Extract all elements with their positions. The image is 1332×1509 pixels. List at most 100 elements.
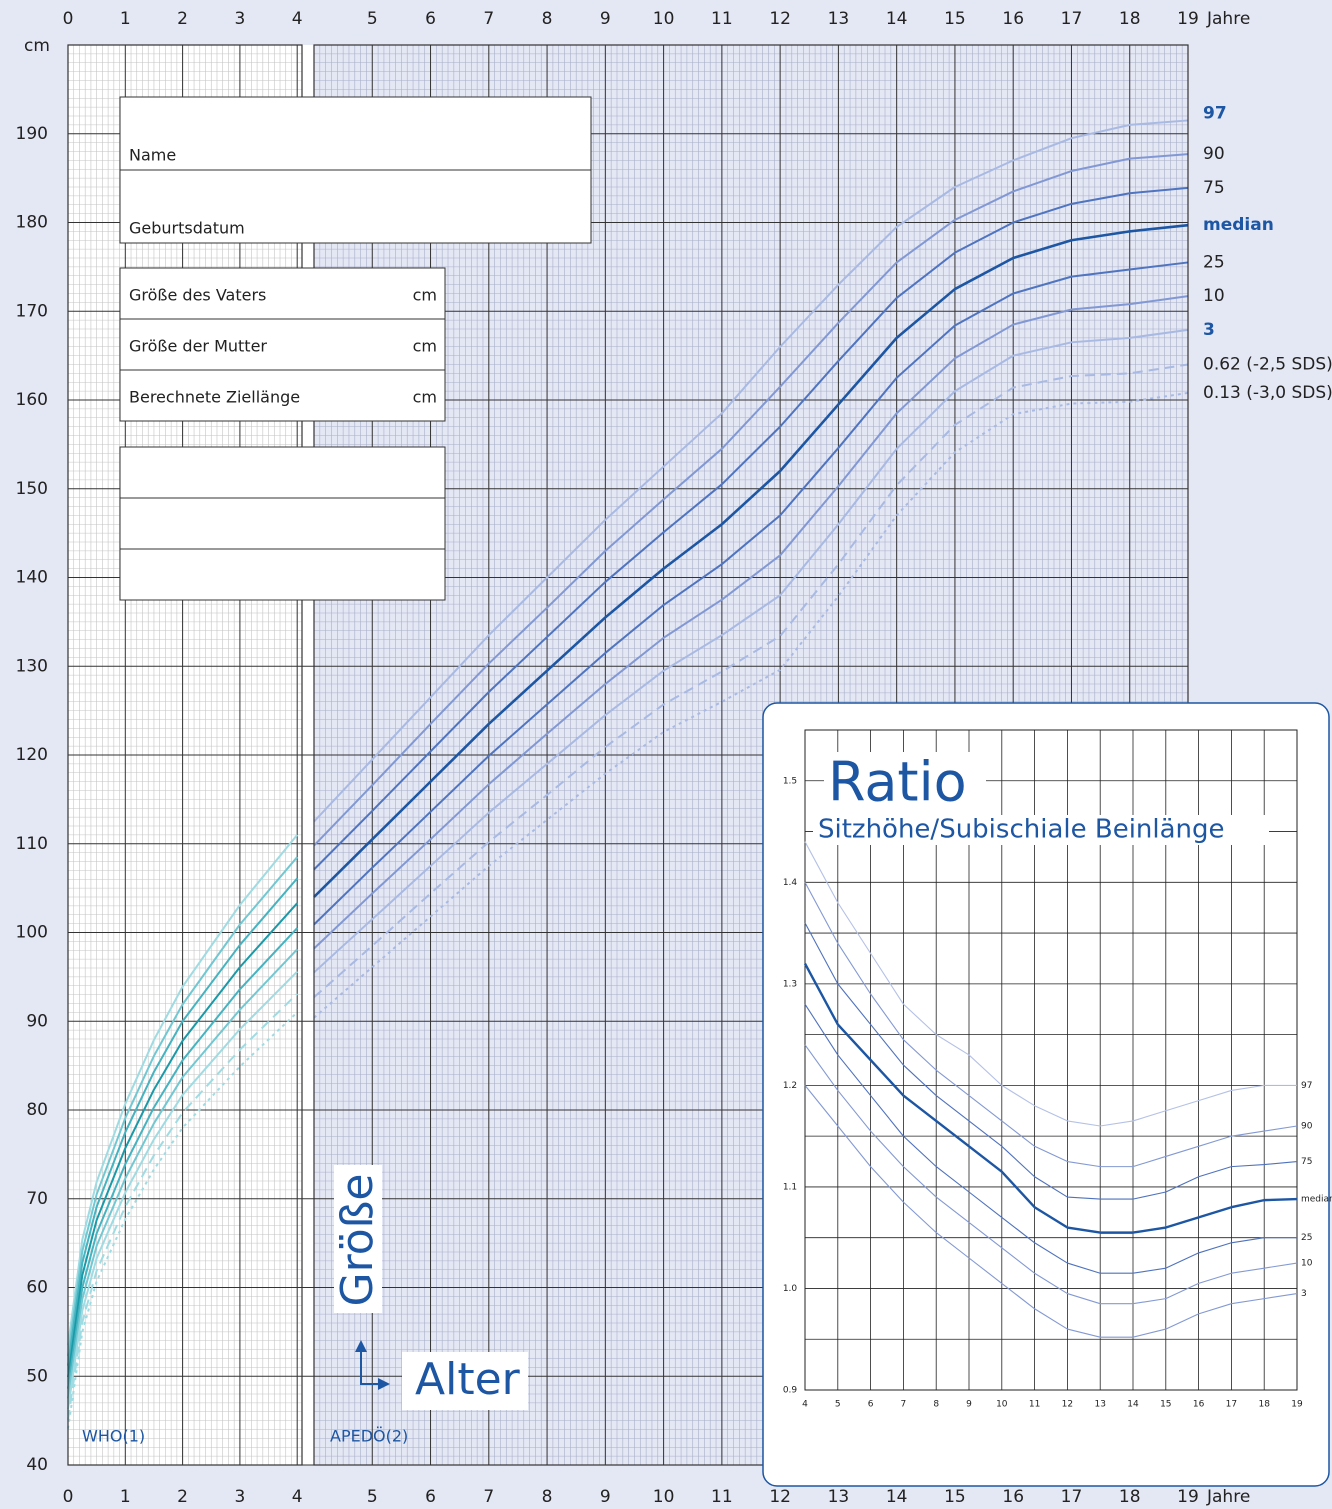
y-tick-label: 130 bbox=[16, 656, 48, 676]
x-tick-label: 7 bbox=[901, 1400, 907, 1410]
inset-subtitle: Sitzhöhe/Subischiale Beinlänge bbox=[818, 815, 1225, 845]
series-label: 3 bbox=[1203, 320, 1215, 340]
growth-curve bbox=[313, 363, 1189, 999]
y-tick-label: 1.5 bbox=[783, 776, 797, 786]
title-backdrop bbox=[824, 752, 986, 816]
x-tick-label: 12 bbox=[1062, 1400, 1073, 1410]
x-tick-label: 19 bbox=[1177, 9, 1199, 29]
x-tick-label: 12 bbox=[769, 9, 791, 29]
growth-curve bbox=[313, 223, 1189, 898]
series-label: 25 bbox=[1203, 252, 1225, 272]
form-box bbox=[119, 267, 446, 422]
y-tick-label: 1.0 bbox=[783, 1284, 798, 1294]
x-tick-label: 12 bbox=[769, 1487, 791, 1507]
x-tick-label: 6 bbox=[868, 1400, 874, 1410]
x-tick-label: 16 bbox=[1002, 1487, 1024, 1507]
x-tick-label: 14 bbox=[1127, 1400, 1139, 1410]
series-label: 10 bbox=[1203, 286, 1225, 306]
x-tick-label: 1 bbox=[120, 1487, 131, 1507]
inset-chart: 0.9 1.0 1.1 1.2 1.3 1.4 1.5 4 5 6 7 8 9 10 11 12 13 14 15 1… bbox=[762, 702, 1332, 1487]
y-tick-label: 110 bbox=[16, 834, 48, 854]
y-tick-label: 100 bbox=[16, 923, 48, 943]
x-tick-label: 5 bbox=[367, 9, 378, 29]
y-tick-label: 60 bbox=[26, 1278, 48, 1298]
x-tick-label: 9 bbox=[966, 1400, 972, 1410]
x-tick-label: 14 bbox=[886, 1487, 908, 1507]
x-tick-label: 5 bbox=[835, 1400, 841, 1410]
x-tick-label: 8 bbox=[542, 9, 553, 29]
growth-curve bbox=[67, 948, 298, 1399]
title-backdrop bbox=[334, 1165, 382, 1313]
x-tick-label: 16 bbox=[1193, 1400, 1205, 1410]
y-tick-label: 70 bbox=[26, 1189, 48, 1209]
inset-title: Ratio bbox=[828, 751, 967, 814]
curves bbox=[67, 119, 1189, 1429]
series-label: 25 bbox=[1301, 1233, 1312, 1243]
growth-curve bbox=[67, 856, 298, 1356]
x-tick-label: 13 bbox=[828, 1487, 850, 1507]
ratio-curve bbox=[804, 1044, 1298, 1305]
growth-curve bbox=[67, 927, 298, 1389]
form-label: Größe der Mutter bbox=[129, 337, 267, 356]
x-tick-label: 18 bbox=[1119, 9, 1141, 29]
y-tick-label: 1.4 bbox=[783, 878, 798, 888]
series-label: 90 bbox=[1203, 144, 1225, 164]
y-tick-label: 1.2 bbox=[783, 1081, 797, 1091]
x-tick-label: 5 bbox=[367, 1487, 378, 1507]
title-backdrop bbox=[402, 1352, 528, 1410]
x-tick-label: 0 bbox=[63, 9, 74, 29]
x-tick-label: 14 bbox=[886, 9, 908, 29]
y-tick-label: 180 bbox=[16, 213, 48, 233]
y-tick-label: 50 bbox=[26, 1366, 48, 1386]
growth-curve bbox=[313, 295, 1189, 950]
x-tick-label: 1 bbox=[120, 9, 131, 29]
form-label: Geburtsdatum bbox=[129, 219, 245, 238]
y-tick-label: 90 bbox=[26, 1011, 48, 1031]
series-label: 97 bbox=[1203, 103, 1227, 123]
y-axis-label: cm bbox=[24, 36, 50, 56]
ratio-curve bbox=[804, 841, 1297, 1127]
arrow-head bbox=[355, 1340, 367, 1352]
y-tick-label: 170 bbox=[16, 301, 48, 321]
x-tick-label: 7 bbox=[483, 9, 494, 29]
x-tick-label: 6 bbox=[425, 1487, 436, 1507]
y-tick-label: 140 bbox=[16, 568, 48, 588]
series-label: 3 bbox=[1301, 1289, 1307, 1299]
x-tick-label: 9 bbox=[600, 9, 611, 29]
x-tick-label: 4 bbox=[292, 9, 303, 29]
title-backdrop bbox=[813, 815, 1269, 845]
y-tick-label: 190 bbox=[16, 124, 48, 144]
y-title: Größe bbox=[332, 1174, 383, 1307]
growth-curve bbox=[313, 119, 1189, 823]
growth-curve bbox=[313, 153, 1189, 847]
x-tick-label: 17 bbox=[1061, 1487, 1083, 1507]
form-unit: cm bbox=[413, 286, 437, 305]
x-tick-label: 15 bbox=[944, 9, 966, 29]
x-axis-label: Jahre bbox=[1206, 1487, 1250, 1507]
x-tick-label: 11 bbox=[711, 9, 733, 29]
x-axis-label: Jahre bbox=[1206, 9, 1250, 29]
form-label: Größe des Vaters bbox=[129, 286, 266, 305]
x-title: Alter bbox=[415, 1354, 521, 1405]
form: Name Geburtsdatum Größe des Vaters cm Gr… bbox=[119, 96, 592, 601]
series-label: 0.13 (-3,0 SDS) bbox=[1203, 383, 1332, 403]
form-label: Name bbox=[129, 146, 176, 165]
x-tick-label: 13 bbox=[828, 9, 850, 29]
x-tick-label: 4 bbox=[292, 1487, 303, 1507]
x-tick-label: 16 bbox=[1002, 9, 1024, 29]
x-tick-label: 3 bbox=[234, 9, 245, 29]
form-box bbox=[119, 446, 446, 601]
x-tick-label: 15 bbox=[1160, 1400, 1171, 1410]
y-tick-label: 120 bbox=[16, 745, 48, 765]
y-tick-label: 0.9 bbox=[783, 1386, 798, 1396]
series-label: 75 bbox=[1301, 1157, 1312, 1167]
y-tick-label: 1.3 bbox=[783, 979, 797, 989]
y-tick-label: 1.1 bbox=[783, 1182, 797, 1192]
series-label: 75 bbox=[1203, 178, 1225, 198]
growth-curve bbox=[67, 993, 298, 1420]
x-tick-label: 13 bbox=[1094, 1400, 1105, 1410]
x-tick-label: 10 bbox=[996, 1400, 1008, 1410]
x-tick-label: 7 bbox=[483, 1487, 494, 1507]
series-label: median bbox=[1203, 215, 1274, 235]
